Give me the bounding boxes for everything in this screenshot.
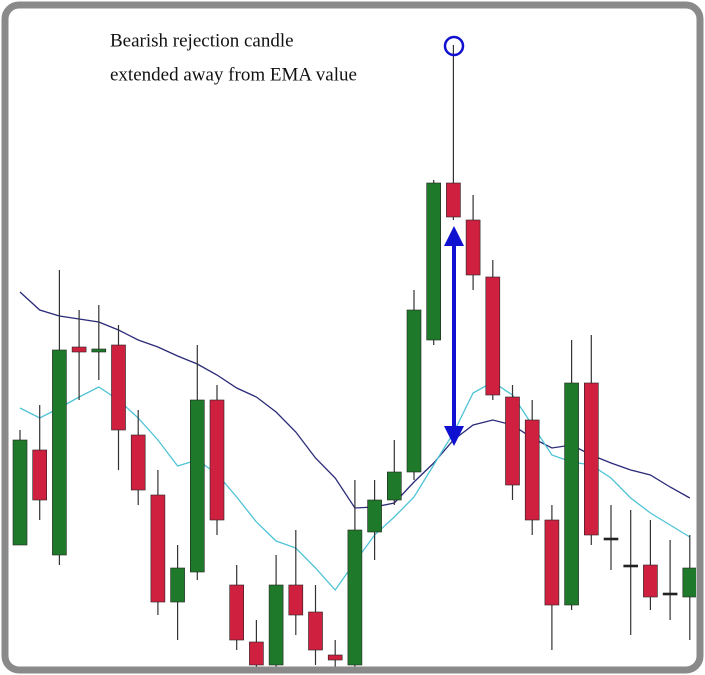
candle-body <box>367 499 382 533</box>
highlight-circle <box>443 35 465 57</box>
annotation-line: extended away from EMA value <box>110 64 357 85</box>
candle-body <box>32 449 48 501</box>
candle-body <box>229 584 244 641</box>
candle-body <box>12 439 28 546</box>
candle-body <box>623 564 639 568</box>
candle-body <box>71 346 87 353</box>
candle-body <box>386 471 402 501</box>
candle-body <box>308 611 323 651</box>
candle-body <box>662 592 678 596</box>
candle-body <box>288 584 304 616</box>
candle-body <box>505 396 520 486</box>
candle-body <box>643 564 658 598</box>
plot-area <box>12 45 696 667</box>
candle-body <box>91 348 107 353</box>
candle-body <box>465 219 481 276</box>
candle-body <box>603 537 619 541</box>
candle-body <box>190 399 205 573</box>
candle-body <box>544 519 560 606</box>
candle-body <box>446 182 461 218</box>
candle-body <box>150 494 166 603</box>
candle-body <box>327 654 343 661</box>
annotation-line: Bearish rejection candle <box>110 30 294 51</box>
candle-body <box>564 382 579 606</box>
candle-body <box>524 419 540 521</box>
candle-body <box>682 567 696 598</box>
candle-body <box>170 567 185 603</box>
candle-body <box>249 641 264 666</box>
candle-body <box>406 309 422 473</box>
candle-body <box>426 182 442 341</box>
candle-body <box>583 382 599 536</box>
candle-body <box>209 399 225 521</box>
candle-body <box>347 529 363 666</box>
candle-body <box>111 344 126 431</box>
candle-body <box>52 349 67 556</box>
candle-body <box>268 584 284 666</box>
candle-body <box>130 434 146 491</box>
candle-body <box>485 276 501 396</box>
